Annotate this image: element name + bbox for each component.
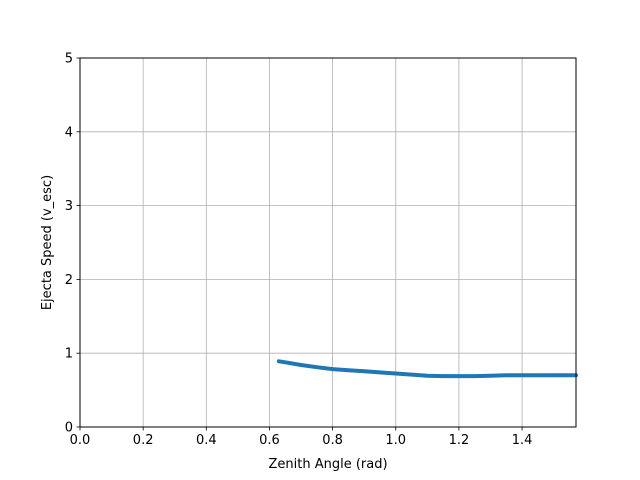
data-point: [552, 373, 556, 377]
y-tick-label: 0: [65, 421, 73, 436]
data-point: [520, 373, 524, 377]
x-tick-label: 0.8: [322, 433, 343, 448]
data-point: [473, 374, 477, 378]
x-tick-label: 1.0: [385, 433, 406, 448]
x-axis: 0.0 0.2 0.4 0.6 0.8 1.0 1.2 1.4: [70, 427, 533, 448]
data-point: [362, 369, 366, 373]
data-point: [441, 374, 445, 378]
x-tick-label: 0.6: [259, 433, 280, 448]
data-point: [409, 373, 414, 377]
series-line-0: [276, 359, 578, 379]
plot-frame: [79, 57, 577, 428]
x-tick-label: 0.4: [196, 433, 217, 448]
x-tick-label: 1.4: [512, 433, 533, 448]
data-point: [299, 363, 303, 367]
data-point: [425, 374, 429, 378]
y-tick-label: 5: [65, 52, 73, 67]
data-point: [488, 374, 493, 378]
data-point: [378, 370, 382, 374]
data-point: [286, 361, 291, 365]
data-point: [331, 367, 335, 371]
data-point: [346, 368, 350, 372]
data-point: [394, 371, 398, 376]
y-tick-label: 2: [65, 273, 73, 288]
data-point: [315, 365, 319, 369]
y-axis: 0 1 2 3 4 5: [65, 52, 80, 436]
y-tick-label: 3: [65, 199, 73, 214]
x-tick-label: 0.2: [133, 433, 154, 448]
data-point: [536, 373, 540, 377]
x-tick-label: 1.2: [449, 433, 470, 448]
y-tick-label: 4: [65, 125, 73, 140]
x-axis-label: Zenith Angle (rad): [268, 457, 387, 472]
y-axis-label: Ejecta Speed (v_esc): [40, 175, 55, 310]
y-tick-label: 1: [65, 347, 73, 362]
data-point: [504, 373, 508, 377]
data-point: [457, 374, 461, 378]
data-point: [277, 359, 281, 363]
x-tick-label: 0.0: [70, 433, 91, 448]
